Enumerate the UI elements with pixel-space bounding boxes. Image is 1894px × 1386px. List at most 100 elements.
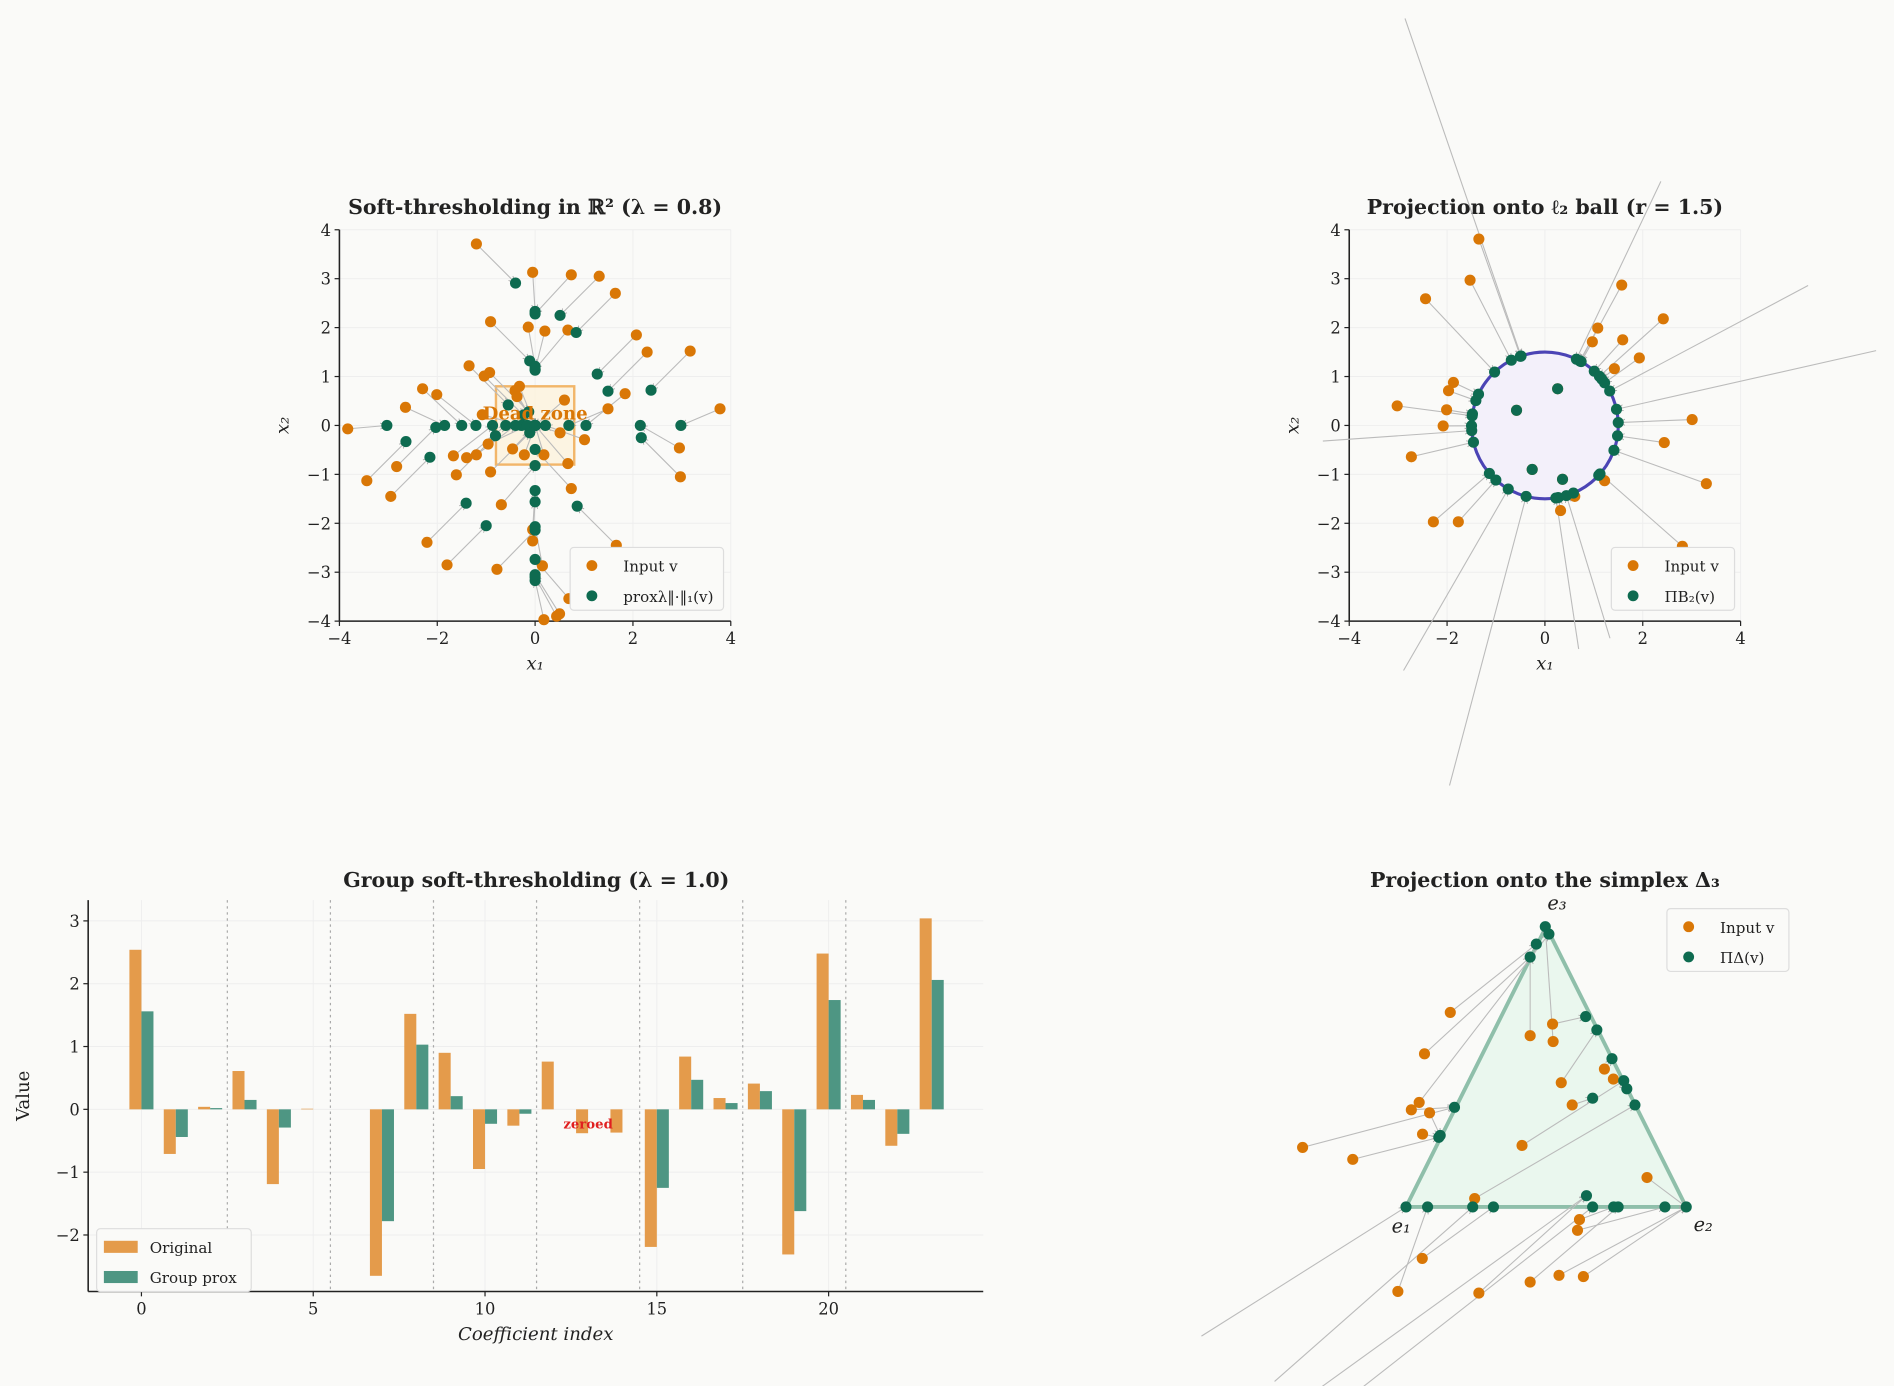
projection-point bbox=[1659, 1201, 1671, 1213]
arrow bbox=[390, 457, 430, 497]
arrow bbox=[560, 275, 600, 315]
arrow bbox=[1274, 1207, 1473, 1382]
projection-point bbox=[1467, 436, 1480, 448]
input-point bbox=[491, 563, 503, 575]
prox-point bbox=[645, 384, 657, 396]
arrow bbox=[1616, 350, 1877, 410]
input-point bbox=[1473, 233, 1485, 245]
vertex-label-e1: e₁ bbox=[1392, 1214, 1411, 1237]
group-prox-bar bbox=[519, 1109, 532, 1114]
prox-point bbox=[529, 484, 541, 497]
arrow bbox=[1201, 1207, 1406, 1337]
arrow bbox=[453, 425, 492, 457]
legend-marker bbox=[1627, 590, 1639, 602]
input-point bbox=[1469, 1192, 1481, 1205]
group-prox-bar bbox=[725, 1103, 738, 1110]
prox-point bbox=[634, 419, 646, 432]
input-point bbox=[1633, 352, 1645, 364]
input-point bbox=[391, 460, 403, 473]
x-tick-label: 4 bbox=[726, 629, 736, 648]
input-point bbox=[714, 403, 726, 415]
legend-label: Input v bbox=[623, 558, 678, 576]
y-tick-label: 2 bbox=[321, 319, 331, 338]
l2-ball-title: Projection onto ℓ₂ ball (r = 1.5) bbox=[1367, 195, 1723, 219]
group-prox-bar bbox=[175, 1109, 188, 1137]
projection-point bbox=[1489, 366, 1501, 378]
arrow bbox=[681, 408, 721, 426]
input-point bbox=[1347, 1153, 1359, 1165]
simplex-triangle bbox=[1404, 924, 1689, 1209]
input-point bbox=[1616, 279, 1628, 291]
original-bar bbox=[473, 1109, 486, 1170]
original-bar bbox=[850, 1094, 863, 1110]
group-prox-bar bbox=[691, 1079, 704, 1110]
prox-point bbox=[529, 496, 541, 508]
original-bar bbox=[713, 1098, 726, 1110]
input-point bbox=[619, 388, 631, 400]
input-point bbox=[562, 458, 574, 470]
arrow bbox=[1556, 498, 1580, 650]
group-prox-bar bbox=[416, 1044, 429, 1110]
prox-point bbox=[602, 385, 614, 397]
original-bar bbox=[679, 1056, 692, 1110]
x-axis-label: x₁ bbox=[1536, 653, 1553, 674]
input-point bbox=[538, 449, 550, 461]
input-point bbox=[554, 608, 566, 620]
input-point bbox=[554, 427, 566, 439]
projection-point bbox=[1552, 383, 1564, 395]
x-tick-label: 4 bbox=[1735, 629, 1745, 648]
input-point bbox=[1547, 1035, 1559, 1048]
y-tick-label: −2 bbox=[1317, 514, 1341, 533]
y-tick-label: 0 bbox=[69, 1100, 79, 1119]
x-tick-label: −2 bbox=[425, 629, 449, 648]
input-point bbox=[527, 535, 539, 547]
x-tick-label: 5 bbox=[308, 1299, 318, 1318]
prox-point bbox=[486, 419, 499, 432]
y-tick-label: −4 bbox=[1317, 612, 1341, 631]
arrow bbox=[1610, 285, 1809, 391]
arrow bbox=[535, 581, 545, 620]
projection-point bbox=[1524, 951, 1536, 963]
projection-point bbox=[1502, 483, 1514, 495]
prox-point bbox=[529, 308, 541, 320]
arrow bbox=[1618, 436, 1665, 444]
input-point bbox=[470, 238, 482, 250]
soft-threshold-panel: −4 −2 0 2 4 −4 −3 −2 −1 0 1 2 3 4 x₁ x₂ Dead zone Input v… bbox=[273, 221, 736, 675]
group-prox-bar bbox=[759, 1091, 772, 1110]
input-point bbox=[463, 360, 475, 372]
prox-point bbox=[489, 430, 502, 442]
prox-point bbox=[529, 569, 541, 581]
input-point bbox=[447, 450, 459, 462]
y-axis-label: x₂ bbox=[1283, 417, 1304, 434]
projection-point bbox=[1487, 1201, 1499, 1213]
prox-point bbox=[675, 419, 687, 432]
projection-point bbox=[1556, 473, 1569, 485]
arrow bbox=[577, 506, 617, 546]
arrow bbox=[1552, 1017, 1586, 1025]
projection-point bbox=[1580, 1190, 1593, 1202]
x-tick-label: 2 bbox=[628, 629, 638, 648]
projection-point bbox=[1433, 1131, 1445, 1143]
legend-label: Group prox bbox=[150, 1269, 237, 1287]
input-point bbox=[1555, 1077, 1567, 1089]
projection-point bbox=[1466, 425, 1478, 437]
projection-point bbox=[1550, 492, 1562, 504]
input-point bbox=[1427, 516, 1439, 528]
input-point bbox=[1416, 1128, 1429, 1140]
input-point bbox=[1452, 516, 1464, 528]
arrow bbox=[483, 375, 523, 415]
legend-box bbox=[1666, 908, 1790, 973]
arrow bbox=[1577, 1207, 1665, 1231]
arrow bbox=[1575, 181, 1662, 359]
input-point bbox=[1418, 1048, 1431, 1060]
original-bar bbox=[747, 1083, 760, 1110]
projection-point bbox=[1510, 404, 1523, 416]
input-point bbox=[602, 403, 614, 415]
arrow bbox=[1449, 944, 1536, 1013]
prox-point bbox=[500, 419, 512, 432]
input-point bbox=[1658, 437, 1670, 449]
prox-point bbox=[480, 520, 492, 532]
projection-point bbox=[1611, 430, 1624, 442]
input-point bbox=[1657, 313, 1669, 325]
prox-point bbox=[523, 406, 535, 418]
